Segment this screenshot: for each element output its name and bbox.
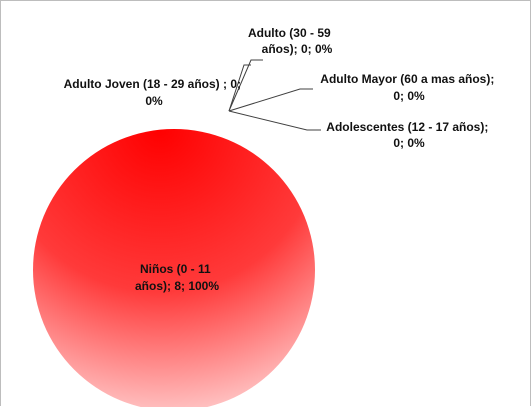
data-label-adulto-line-2: años); 0; 0%	[262, 42, 333, 56]
data-label-adulto-joven-line-2: 0%	[145, 94, 163, 108]
data-label-adulto-joven-line-1: Adulto Joven (18 - 29 años) ; 0;	[64, 77, 241, 91]
data-label-adulto-line-1: Adulto (30 - 59	[248, 26, 331, 40]
data-label-adulto-mayor-line-1: Adulto Mayor (60 a mas años);	[320, 72, 494, 86]
data-label-adulto: Adulto (30 - 59 años); 0; 0%	[248, 26, 334, 56]
data-label-adolescentes: Adolescentes (12 - 17 años); 0; 0%	[326, 120, 491, 150]
data-label-adolescentes-line-2: 0; 0%	[393, 136, 425, 150]
leader-line-adolescentes	[228, 110, 321, 131]
data-label-adulto-joven: Adulto Joven (18 - 29 años) ; 0; 0%	[64, 77, 245, 108]
data-label-ninos-line-1: Niños (0 - 11	[140, 262, 211, 276]
data-label-adulto-mayor: Adulto Mayor (60 a mas años); 0; 0%	[320, 72, 497, 103]
pie-slice-ninos	[33, 129, 315, 411]
leader-lines	[228, 59, 321, 131]
leader-line-adulto	[228, 59, 263, 112]
data-label-adolescentes-line-1: Adolescentes (12 - 17 años);	[326, 120, 488, 134]
data-label-ninos-line-2: años); 8; 100%	[135, 279, 219, 293]
leader-line-adulto-mayor	[228, 88, 313, 112]
data-label-ninos: Niños (0 - 11 años); 8; 100%	[135, 262, 219, 293]
data-label-adulto-mayor-line-2: 0; 0%	[393, 89, 425, 103]
